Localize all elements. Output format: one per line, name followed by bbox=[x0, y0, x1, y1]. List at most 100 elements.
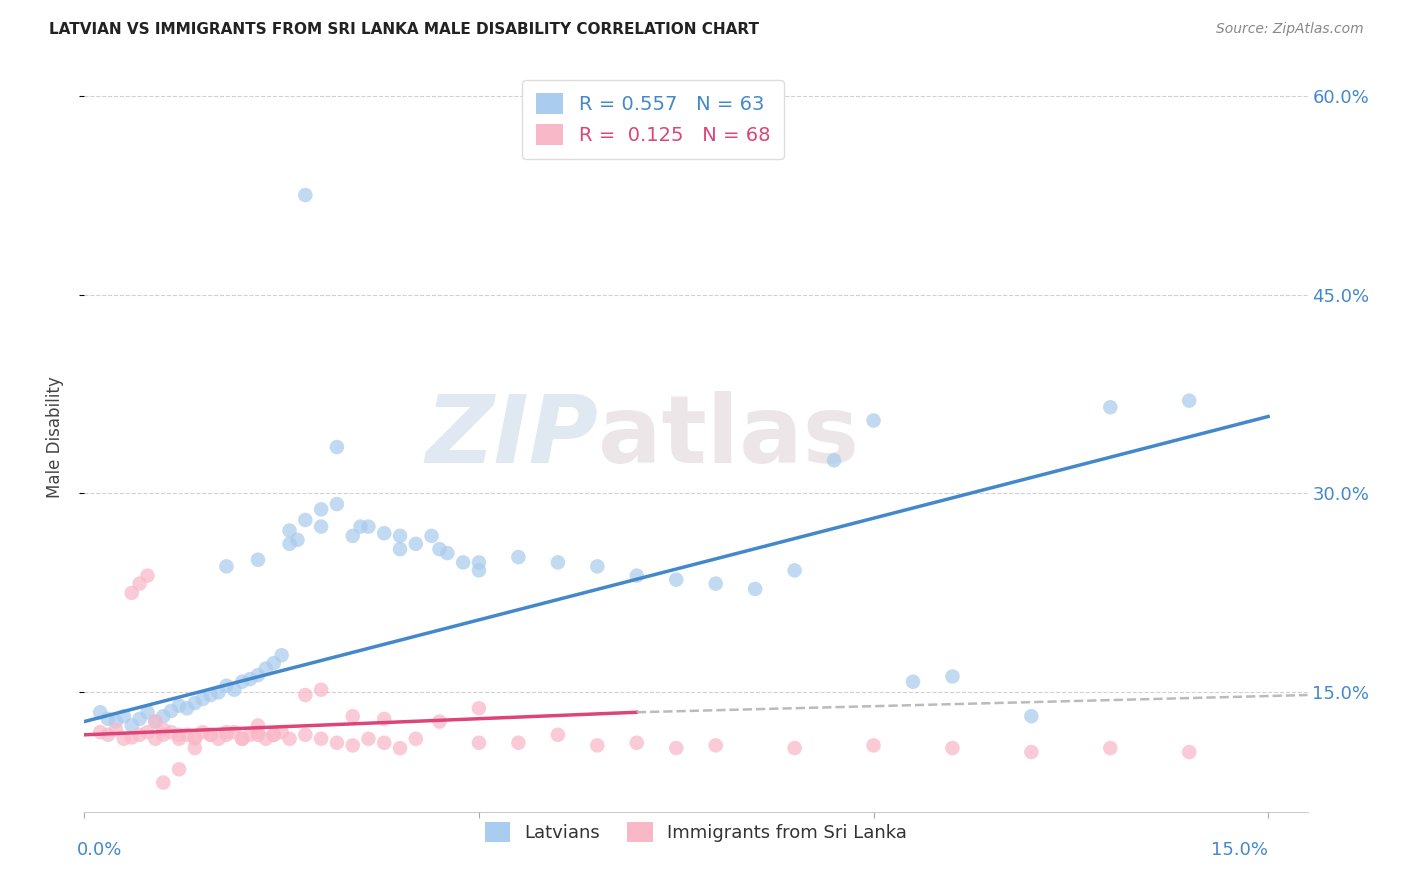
Point bbox=[1178, 745, 1201, 759]
Point bbox=[246, 725, 269, 739]
Point bbox=[405, 731, 427, 746]
Point bbox=[152, 775, 174, 789]
Point bbox=[278, 524, 301, 538]
Point bbox=[941, 669, 963, 683]
Point bbox=[468, 555, 491, 569]
Point bbox=[862, 413, 884, 427]
Point bbox=[215, 559, 238, 574]
Point bbox=[104, 714, 127, 729]
Point bbox=[184, 741, 207, 756]
Point bbox=[547, 728, 569, 742]
Point bbox=[184, 696, 207, 710]
Point bbox=[294, 688, 316, 702]
Point bbox=[744, 582, 766, 596]
Point bbox=[349, 519, 371, 533]
Text: LATVIAN VS IMMIGRANTS FROM SRI LANKA MALE DISABILITY CORRELATION CHART: LATVIAN VS IMMIGRANTS FROM SRI LANKA MAL… bbox=[49, 22, 759, 37]
Point bbox=[136, 568, 159, 582]
Point bbox=[215, 728, 238, 742]
Point bbox=[152, 709, 174, 723]
Point bbox=[167, 728, 190, 742]
Point bbox=[326, 497, 349, 511]
Point bbox=[145, 714, 167, 729]
Point bbox=[468, 563, 491, 577]
Point bbox=[231, 731, 253, 746]
Point bbox=[239, 728, 262, 742]
Point bbox=[191, 725, 214, 739]
Point bbox=[1099, 741, 1122, 756]
Point bbox=[862, 739, 884, 753]
Point bbox=[152, 723, 174, 737]
Point bbox=[294, 513, 316, 527]
Point bbox=[89, 705, 111, 719]
Point bbox=[231, 674, 253, 689]
Point bbox=[128, 728, 150, 742]
Point bbox=[184, 731, 207, 745]
Point bbox=[357, 731, 380, 746]
Point bbox=[104, 723, 127, 737]
Point bbox=[246, 553, 269, 567]
Point bbox=[145, 714, 167, 729]
Point bbox=[389, 529, 412, 543]
Point bbox=[224, 682, 246, 697]
Point bbox=[121, 718, 143, 732]
Text: Source: ZipAtlas.com: Source: ZipAtlas.com bbox=[1216, 22, 1364, 37]
Point bbox=[215, 725, 238, 739]
Point bbox=[626, 736, 648, 750]
Point bbox=[941, 741, 963, 756]
Text: 0.0%: 0.0% bbox=[76, 841, 122, 859]
Point bbox=[263, 728, 285, 742]
Point bbox=[200, 688, 222, 702]
Point bbox=[420, 529, 443, 543]
Point bbox=[468, 701, 491, 715]
Point bbox=[176, 701, 198, 715]
Point bbox=[145, 731, 167, 746]
Point bbox=[207, 685, 229, 699]
Point bbox=[309, 519, 332, 533]
Point bbox=[357, 519, 380, 533]
Point bbox=[309, 731, 332, 746]
Point bbox=[342, 529, 364, 543]
Point bbox=[270, 648, 292, 663]
Text: atlas: atlas bbox=[598, 391, 859, 483]
Point bbox=[167, 762, 190, 776]
Point bbox=[270, 725, 292, 739]
Point bbox=[239, 672, 262, 686]
Point bbox=[207, 731, 229, 746]
Point bbox=[547, 555, 569, 569]
Point bbox=[191, 692, 214, 706]
Point bbox=[1021, 709, 1043, 723]
Point bbox=[224, 725, 246, 739]
Point bbox=[136, 705, 159, 719]
Point bbox=[167, 698, 190, 713]
Point bbox=[342, 709, 364, 723]
Point bbox=[89, 725, 111, 739]
Point bbox=[468, 736, 491, 750]
Point bbox=[176, 728, 198, 742]
Point bbox=[112, 731, 135, 746]
Point bbox=[263, 656, 285, 670]
Point bbox=[429, 542, 451, 557]
Point bbox=[128, 576, 150, 591]
Point bbox=[326, 736, 349, 750]
Point bbox=[429, 714, 451, 729]
Point bbox=[287, 533, 309, 547]
Point bbox=[254, 661, 277, 675]
Point bbox=[309, 502, 332, 516]
Point bbox=[586, 739, 609, 753]
Point bbox=[451, 555, 474, 569]
Point bbox=[121, 586, 143, 600]
Point bbox=[254, 731, 277, 746]
Point bbox=[436, 546, 458, 560]
Point bbox=[704, 739, 727, 753]
Point bbox=[278, 731, 301, 746]
Point bbox=[373, 736, 395, 750]
Point bbox=[263, 728, 285, 742]
Point bbox=[278, 537, 301, 551]
Point bbox=[389, 741, 412, 756]
Point bbox=[200, 728, 222, 742]
Point bbox=[184, 731, 207, 746]
Point bbox=[1178, 393, 1201, 408]
Point bbox=[823, 453, 845, 467]
Point bbox=[246, 668, 269, 682]
Point bbox=[128, 712, 150, 726]
